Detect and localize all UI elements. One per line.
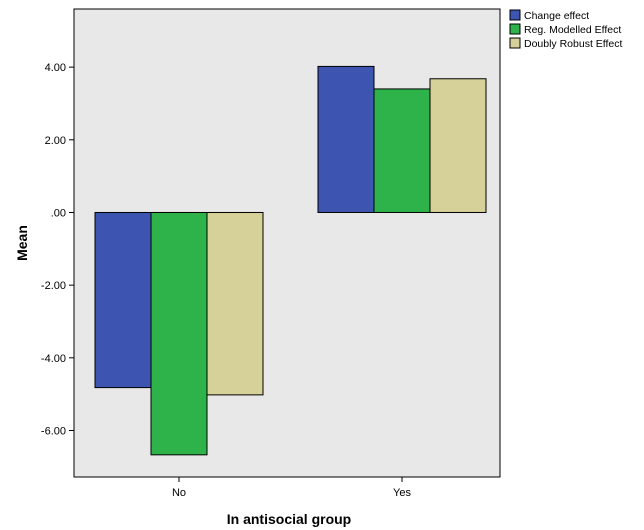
legend-swatch (509, 23, 521, 35)
bar (373, 88, 431, 213)
legend: Change effect Reg. Modelled Effect Doubly … (509, 9, 623, 50)
bar (150, 211, 208, 456)
y-axis-title: Mean (14, 225, 30, 261)
y-tick-label: -4.00 (41, 353, 66, 365)
legend-label: Reg. Modelled Effect (524, 24, 621, 36)
legend-swatch (509, 37, 521, 49)
bar (206, 211, 264, 396)
x-tick-label: Yes (393, 487, 411, 499)
y-tick-label: 4.00 (45, 62, 66, 74)
y-tick-label: .00 (51, 207, 66, 219)
legend-label: Doubly Robust Effect (524, 38, 623, 50)
y-axis: 4.00 2.00 .00 -2.00 -4.00 -6.00 (41, 62, 74, 437)
legend-label: Change effect (524, 10, 589, 22)
legend-swatch (509, 9, 521, 21)
x-axis-title: In antisocial group (227, 511, 351, 527)
y-tick-label: -2.00 (41, 280, 66, 292)
bars-group (94, 65, 487, 456)
y-tick-label: 2.00 (45, 135, 66, 147)
bar (317, 65, 375, 213)
y-tick-label: -6.00 (41, 425, 66, 437)
bar (429, 78, 487, 213)
x-tick-label: No (172, 487, 186, 499)
bar (94, 211, 152, 389)
x-axis: No Yes (172, 477, 411, 499)
